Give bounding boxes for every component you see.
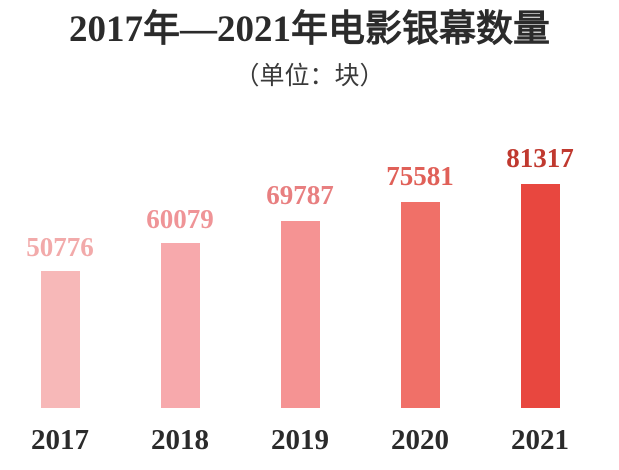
- bar-group: 69787 2019: [240, 0, 360, 470]
- bar-value-label: 69787: [266, 180, 334, 210]
- chart-subtitle-unit: （单位：块）: [234, 61, 385, 90]
- bar-rect[interactable]: [281, 221, 320, 408]
- bar-rect[interactable]: [401, 202, 440, 408]
- bar-rect[interactable]: [161, 243, 200, 408]
- bar-value-label: 75581: [386, 161, 454, 191]
- x-axis-category-label: 2018: [151, 424, 209, 456]
- x-axis-category-label: 2021: [511, 424, 569, 456]
- bar-group: 75581 2020: [360, 0, 480, 470]
- bar-group: 50776 2017: [0, 0, 120, 470]
- chart-title: 2017年—2021年电影银幕数量: [69, 9, 550, 50]
- bar-rect[interactable]: [521, 184, 560, 408]
- bar-value-label: 81317: [506, 143, 574, 173]
- bar-group: 60079 2018: [120, 0, 240, 470]
- bar-group: 81317 2021: [480, 0, 600, 470]
- bar-value-label: 50776: [26, 232, 94, 262]
- x-axis-category-label: 2017: [31, 424, 89, 456]
- bar-rect[interactable]: [41, 271, 80, 408]
- x-axis-category-label: 2019: [271, 424, 329, 456]
- x-axis-category-label: 2020: [391, 424, 449, 456]
- bar-value-label: 60079: [146, 204, 214, 234]
